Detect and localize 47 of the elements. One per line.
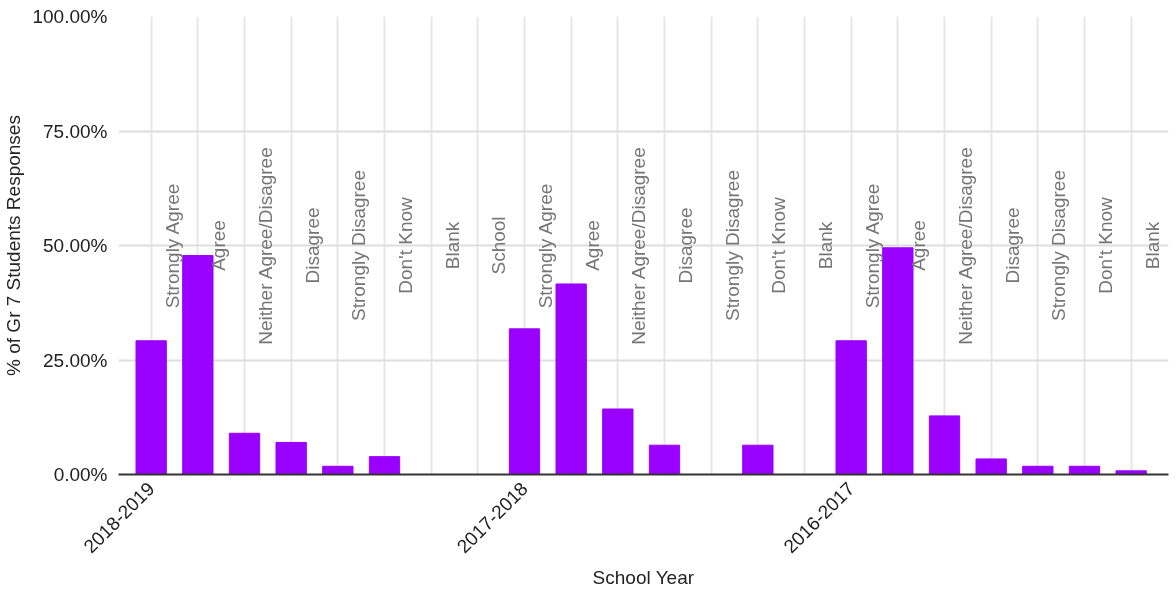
annotation: Agree	[908, 220, 930, 271]
y-tick-label: 100.00%	[32, 6, 108, 27]
bar	[975, 458, 1007, 475]
bar	[742, 444, 774, 475]
annotation: Strongly Disagree	[1048, 169, 1070, 322]
annotation: Neither Agree/Disagree	[955, 147, 976, 345]
y-tick-label: 0.00%	[53, 464, 108, 485]
bar	[928, 415, 961, 475]
x-axis-title: School Year	[592, 566, 695, 588]
bar	[602, 408, 634, 475]
annotation: Don't Know	[1095, 196, 1116, 294]
bar	[1022, 465, 1054, 475]
bar	[835, 340, 867, 475]
bar	[275, 441, 307, 475]
annotation: Strongly Disagree	[721, 169, 743, 322]
bar	[182, 255, 214, 475]
annotation: Strongly Agree	[861, 183, 883, 309]
annotation: School	[488, 216, 510, 275]
annotation: Disagree	[1001, 207, 1023, 284]
bar	[1068, 465, 1101, 475]
annotation: Blank	[815, 221, 836, 270]
annotation: Agree	[581, 220, 603, 271]
bar	[135, 340, 167, 475]
annotation: Don't Know	[395, 196, 416, 294]
annotation: Don't Know	[768, 196, 790, 294]
annotation: Neither Agree/Disagree	[255, 147, 276, 345]
annotation: Disagree	[301, 207, 323, 284]
y-tick-label: 50.00%	[43, 235, 108, 256]
annotation: Disagree	[675, 207, 696, 284]
annotation: Strongly Disagree	[348, 169, 370, 322]
bar	[508, 328, 541, 475]
annotation: Strongly Agree	[161, 183, 183, 309]
y-axis-title: % of Gr 7 Students Responses	[3, 115, 25, 376]
annotation: Blank	[1141, 221, 1163, 270]
annotation: Neither Agree/Disagree	[628, 147, 650, 345]
y-tick-label: 25.00%	[43, 349, 108, 371]
annotation: Blank	[441, 221, 463, 270]
bar	[228, 432, 261, 475]
bar	[322, 465, 354, 475]
bar	[648, 444, 681, 475]
annotation: Strongly Agree	[535, 183, 556, 309]
annotation: Agree	[208, 220, 230, 271]
bar	[368, 456, 401, 475]
bar	[882, 247, 914, 475]
bar	[555, 283, 587, 475]
y-tick-label: 75.00%	[43, 120, 108, 142]
bar	[1115, 470, 1147, 475]
